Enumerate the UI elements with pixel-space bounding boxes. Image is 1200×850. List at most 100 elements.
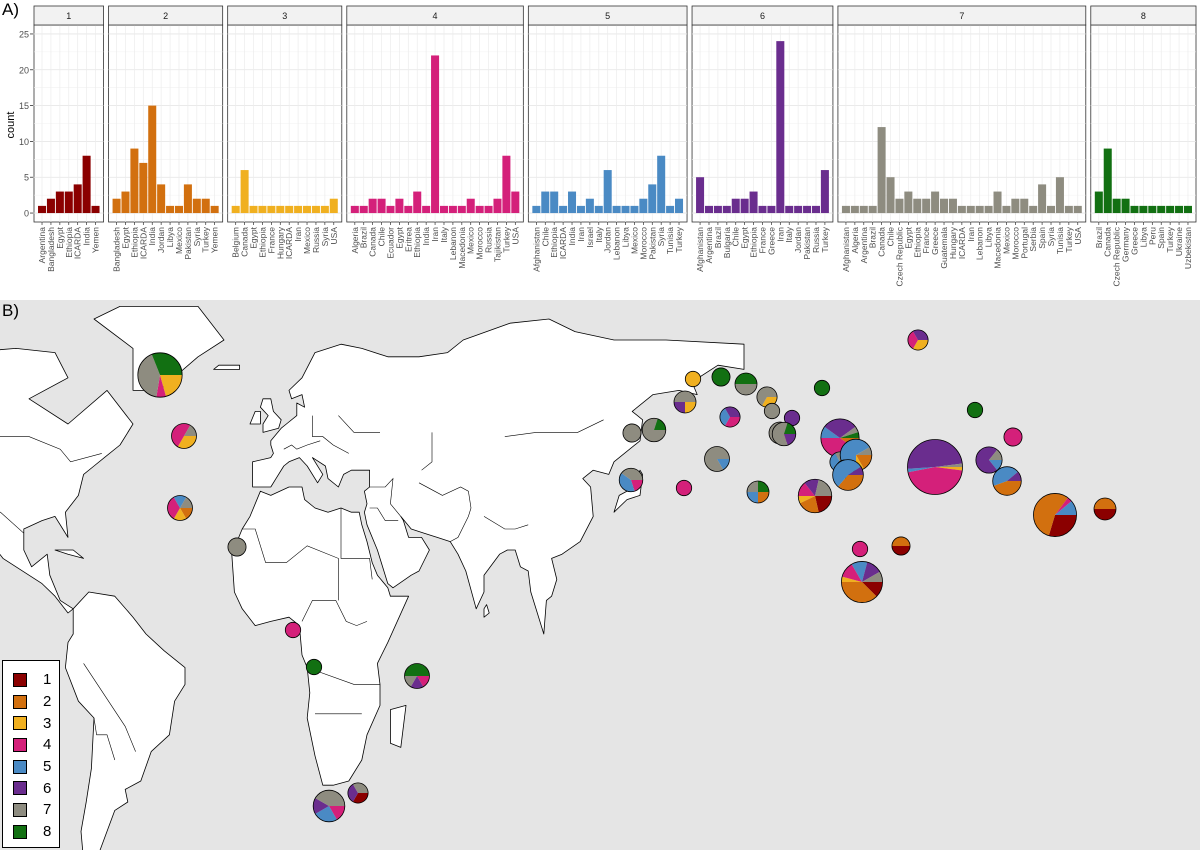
pie-outline (137, 352, 183, 398)
pie-usa (171, 423, 197, 449)
world-map (0, 300, 1200, 850)
pie-slice (804, 479, 819, 496)
x-tick-label: Greece (1129, 227, 1139, 255)
bar (38, 205, 47, 214)
bar (621, 205, 630, 214)
pie-outline (719, 406, 741, 428)
pie-slice (167, 497, 180, 519)
pie-slice (747, 481, 758, 492)
bar (895, 198, 904, 214)
facet-1: 1 ArgentinaBangladeshEgyptEthiopiaICARDAI… (33, 5, 104, 272)
country-border (93, 717, 116, 761)
country-border (312, 415, 349, 454)
pie-outline (167, 495, 193, 521)
x-tick-label: Iran (576, 227, 586, 242)
bar (91, 205, 100, 214)
bar (568, 191, 577, 214)
x-tick-label: Jordan (793, 227, 803, 253)
pie-outline (992, 466, 1022, 496)
pie-outline (347, 782, 369, 804)
bar (868, 205, 877, 214)
pie-slice (764, 403, 780, 419)
x-tick-label: Chile (886, 227, 896, 247)
x-tick-label: Mexico (1001, 227, 1011, 254)
x-tick-label: Portugal (1019, 227, 1029, 259)
bar (1029, 205, 1038, 214)
pie-slice (619, 473, 635, 492)
x-tick-label: Argentina (37, 227, 47, 264)
x-tick-label: Mexico (466, 227, 476, 254)
x-tick-label: Bulgaria (722, 227, 732, 258)
pie-outline (618, 467, 644, 493)
pie-slice (1033, 493, 1068, 536)
x-tick-label: Iran (775, 227, 785, 242)
x-tick-label: Algeria (850, 227, 860, 254)
x-tick-label: India (82, 227, 92, 246)
pie-slice (798, 482, 815, 496)
pie-slice (674, 402, 685, 413)
pie-slice (815, 479, 832, 496)
x-tick-label: Mexico (629, 227, 639, 254)
pie-outline (891, 536, 911, 556)
pie-outline (907, 439, 963, 495)
pie-outline (312, 789, 346, 823)
x-tick-label: USA (329, 227, 339, 245)
x-tick-label: Syria (320, 227, 330, 247)
x-tick-label: USA (1073, 227, 1083, 245)
country-border (307, 667, 380, 685)
y-axis-label: count (5, 112, 17, 139)
x-tick-label: Egypt (394, 226, 404, 248)
bar (803, 205, 812, 214)
pie-outline (1003, 427, 1023, 447)
bar (502, 155, 511, 214)
country-border (338, 415, 380, 433)
country-border (340, 508, 373, 580)
x-tick-label: Hungary (275, 226, 285, 259)
bar (359, 205, 368, 214)
x-tick-label: Macedonia (457, 227, 467, 269)
pie-slice (306, 659, 322, 675)
pie-outline (404, 663, 430, 689)
legend-label: 2 (43, 693, 52, 711)
pie-slice (1094, 498, 1116, 509)
pie-slice (676, 480, 692, 496)
facet-strip-label: 3 (282, 11, 287, 21)
bar (1038, 184, 1047, 214)
x-tick-label: Syria (656, 227, 666, 247)
pie-outline (673, 390, 697, 414)
facet-strip-label: 6 (760, 11, 765, 21)
legend-item-4: 4 (13, 734, 59, 756)
x-tick-label: Ukraine (1174, 227, 1184, 257)
bar (1121, 198, 1130, 214)
pie-slice (841, 582, 877, 603)
x-tick-label: Yemen (210, 227, 220, 253)
legend-item-1: 1 (13, 669, 59, 691)
panel-a-label: A) (2, 0, 19, 19)
facet-strip (346, 5, 524, 26)
pie-slice (784, 410, 800, 426)
pie-outline (284, 621, 302, 639)
x-tick-label: Egypt (249, 226, 259, 248)
facet-5: 5 AfghanistanChileEthiopiaICARDAIndiaIran… (527, 5, 688, 272)
x-tick-label: Italy (784, 226, 794, 242)
bar (940, 198, 949, 214)
pie-canada (137, 352, 183, 398)
x-tick-label: Brazil (868, 227, 878, 248)
figure: count05101520251ArgentinaBangladeshEgypt… (5, 5, 1197, 287)
pie-slice (989, 460, 1003, 471)
country-border (504, 419, 604, 437)
bar (704, 205, 713, 214)
pie-slice (891, 546, 911, 556)
bar (466, 198, 475, 214)
pie-slice (171, 423, 191, 447)
pie-slice (820, 426, 840, 438)
x-tick-label: Egypt (120, 226, 130, 248)
bar (541, 191, 550, 214)
facet-strip-label: 1 (66, 11, 71, 21)
bar (64, 191, 73, 214)
bar (386, 205, 395, 214)
bar (285, 205, 294, 214)
x-tick-label: Ethiopia (549, 227, 559, 258)
landmass (483, 604, 490, 618)
